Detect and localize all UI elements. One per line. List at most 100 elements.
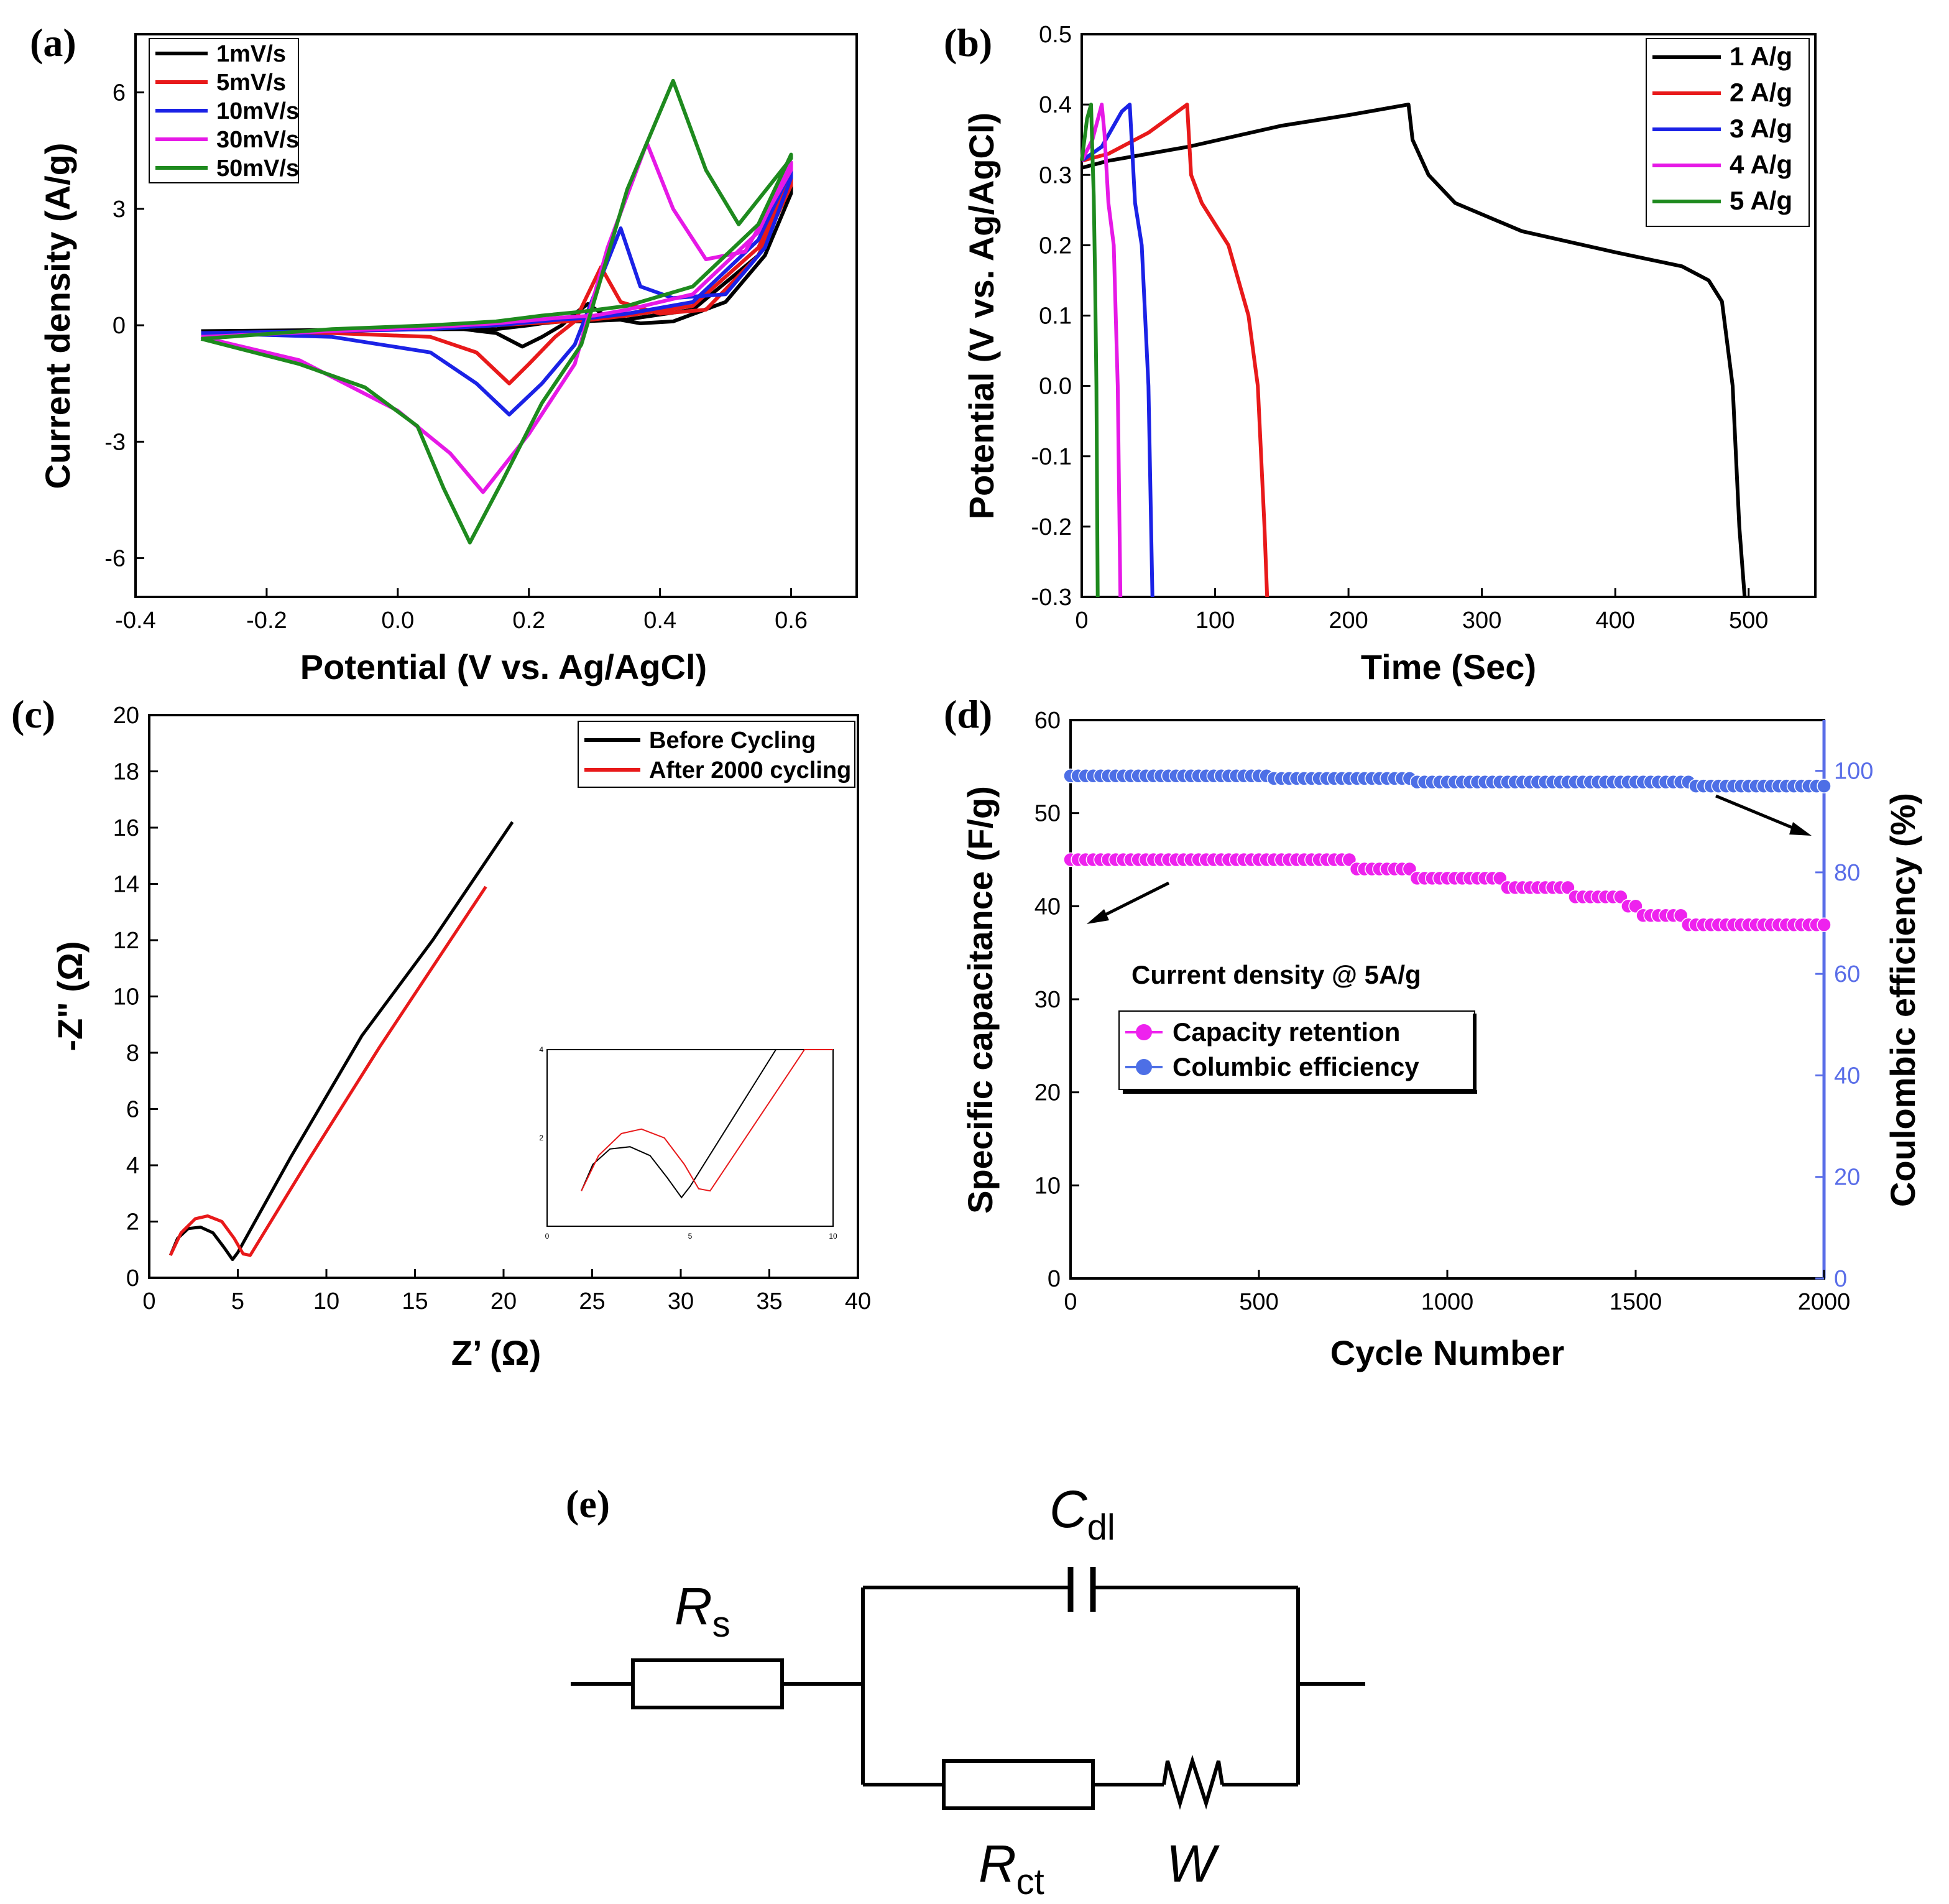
legend-swatch-dot-1 [1136,1059,1152,1075]
y-tick-label: 30 [1034,987,1061,1013]
y-tick-label: 0 [126,1265,139,1292]
y-tick-label: 8 [126,1040,139,1066]
y-tick-label: 0 [1048,1266,1061,1292]
y-right-tick-label: 20 [1834,1165,1860,1191]
x-tick-label: 20 [491,1288,517,1315]
legend-label-0: 1mV/s [216,41,286,67]
series-line-1 [1081,103,1269,598]
y-tick-label: 6 [126,1097,139,1123]
legend-label-2: 10mV/s [216,98,299,124]
legend-c: Before Cycling After 2000 cycling [578,721,855,788]
annotation-current-density: Current density @ 5A/g [1131,960,1421,989]
y-tick-label: 0.5 [1039,22,1072,48]
y-tick-label: -0.2 [1031,514,1072,540]
y-tick-label: 0.0 [1039,374,1072,400]
x-axis-title-c: Z’ (Ω) [451,1333,541,1372]
x-tick-label: 1000 [1421,1289,1474,1315]
y-tick-label: 16 [113,815,139,841]
y-axis-title-c: -Z" (Ω) [50,941,90,1051]
inset-y-tick-label: 4 [539,1045,543,1054]
label-w: W [1166,1834,1220,1893]
label-cdl-main: C [1049,1480,1088,1538]
inset-x-tick-label: 5 [688,1232,693,1241]
y-tick-label: 4 [126,1153,139,1179]
series-lines-b [1080,103,1747,598]
x-tick-label: 30 [668,1288,694,1315]
legend-label-0: 1 A/g [1730,42,1792,71]
ticks-a: -0.4 -0.2 0.0 0.2 0.4 0.6 -6 -3 0 3 6 [104,80,808,634]
x-tick-label: 5 [231,1288,244,1315]
legend-swatch-dot-0 [1136,1024,1152,1040]
label-rct: Rct [979,1834,1044,1902]
y-right-tick-label: 80 [1834,860,1860,886]
x-axis-title-d: Cycle Number [1330,1333,1565,1372]
y-axis-title-a: Current density (A/g) [38,143,77,489]
legend-label-2: 3 A/g [1730,114,1792,143]
inset-series-line-1 [581,1049,833,1192]
legend-label-1: 5mV/s [216,70,286,96]
x-tick-label: 100 [1196,608,1235,634]
label-cdl: Cdl [1049,1480,1115,1548]
series-line-2 [201,168,793,417]
y-tick-label: 50 [1034,801,1061,827]
y-tick-label: 0.2 [1039,233,1072,259]
y-tick-label: 10 [113,984,139,1010]
y-tick-label: 20 [1034,1080,1061,1106]
legend-b: 1 A/g 2 A/g 3 A/g 4 A/g 5 A/g [1646,38,1810,227]
series-line-0 [1081,103,1747,598]
y-axis-title-b: Potential (V vs. Ag/AgCl) [962,113,1001,519]
x-tick-label: 2000 [1798,1289,1851,1315]
y-tick-label: -0.1 [1031,444,1072,470]
y-axis-right-title-d: Coulombic efficiency (%) [1883,793,1922,1207]
x-tick-label: -0.2 [246,608,287,634]
arrow-right-head [1789,822,1812,836]
inset-c: 0 5 10 2 4 [539,1045,837,1241]
x-tick-label: 0.4 [643,608,676,634]
x-tick-label: 200 [1329,608,1368,634]
axis-arrows-d [1087,794,1812,924]
x-tick-label: 0.0 [381,608,414,634]
series-line-0 [168,821,514,1262]
legend-items-c: Before Cycling After 2000 cycling [584,728,851,783]
y-tick-label: -3 [104,429,126,455]
y-tick-label: 0.4 [1039,92,1072,118]
y-tick-label: 6 [113,80,126,106]
inset-series-line-0 [581,1049,833,1199]
legend-box-d [1118,1010,1475,1090]
y-tick-label: 14 [113,872,139,898]
arrow-right-line [1715,794,1804,834]
x-tick-label: 0 [1064,1289,1077,1315]
label-cdl-sub: dl [1087,1507,1115,1548]
panel-e-circuit: (e) [566,1482,1365,1810]
y-tick-label: 0.3 [1039,162,1072,188]
y-tick-label: 12 [113,928,139,954]
y-tick-label: -0.3 [1031,585,1072,611]
y-right-tick-label: 60 [1834,961,1860,987]
legend-items-d: Capacity retention Columbic efficiency [1125,1017,1419,1081]
legend-d: Capacity retention Columbic efficiency [1118,1010,1477,1094]
series-lines-c [168,821,514,1262]
y-right-tick-label: 40 [1834,1063,1860,1089]
series-lines-a [200,78,793,545]
x-tick-label: 500 [1239,1289,1278,1315]
series-marks-d [1063,769,1832,933]
panel-label-d: (d) [944,692,992,736]
x-tick-label: 0.6 [775,608,808,634]
y-tick-label: 3 [113,196,126,223]
warburg-element [1162,1754,1224,1810]
x-tick-label: 40 [845,1288,871,1315]
circuit-labels: Rs Cdl Rct W [675,1480,1220,1902]
y-tick-label: 40 [1034,894,1061,920]
series-line-4 [1080,103,1100,598]
x-tick-label: 300 [1462,608,1501,634]
legend-label-3: 30mV/s [216,127,299,153]
y-tick-label: 60 [1034,708,1061,734]
x-tick-label: 1500 [1610,1289,1662,1315]
x-tick-label: 10 [313,1288,339,1315]
legend-label-3: 4 A/g [1730,150,1792,179]
legend-label-0: Before Cycling [649,728,816,754]
x-tick-label: 25 [579,1288,605,1315]
panel-a: (a) -0.4 -0.2 0.0 0.2 0.4 0.6 -6 -3 0 3 6 Potentia… [30,21,858,686]
x-axis-title-b: Time (Sec) [1361,647,1536,686]
